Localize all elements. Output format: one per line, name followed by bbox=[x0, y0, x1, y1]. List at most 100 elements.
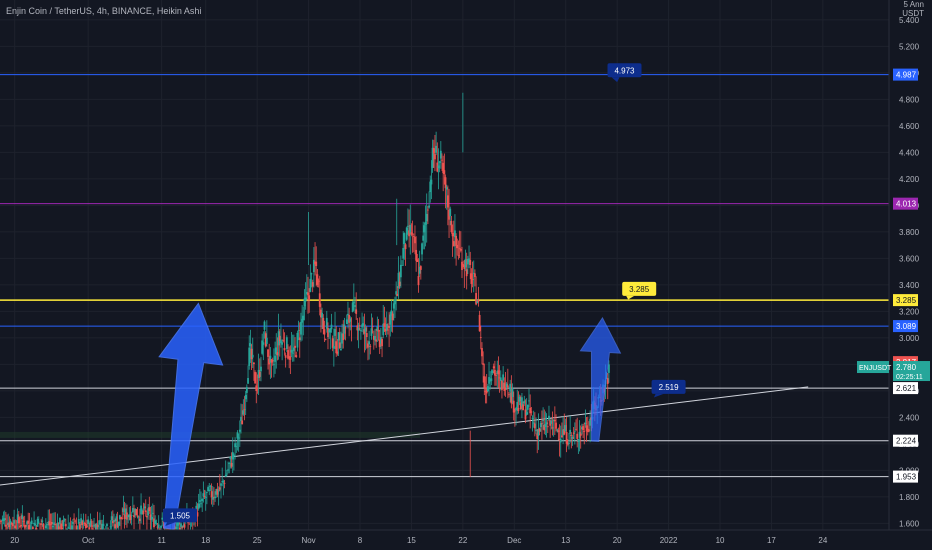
candle bbox=[399, 255, 402, 288]
candle bbox=[392, 299, 395, 321]
candle-body bbox=[364, 327, 367, 332]
axis-badge-bg bbox=[893, 382, 918, 395]
candle bbox=[606, 373, 609, 400]
candle bbox=[368, 330, 371, 360]
candle-body bbox=[138, 518, 141, 522]
candle bbox=[471, 261, 474, 288]
candle-body bbox=[548, 415, 550, 420]
candle-body bbox=[74, 520, 77, 522]
candle bbox=[545, 413, 548, 438]
candle-body bbox=[421, 243, 423, 255]
candle-body bbox=[481, 348, 483, 357]
candle-body bbox=[501, 380, 503, 390]
candle-body bbox=[334, 329, 336, 336]
candle-body bbox=[258, 371, 261, 377]
candle-body bbox=[34, 523, 37, 526]
candle bbox=[62, 515, 65, 532]
candle-body bbox=[310, 273, 313, 275]
candle-body bbox=[102, 524, 105, 526]
candle-body bbox=[409, 224, 412, 234]
candle-body bbox=[462, 264, 465, 266]
candle-body bbox=[243, 409, 246, 411]
candle-body bbox=[464, 259, 467, 268]
candle-body bbox=[220, 483, 222, 486]
unit-line-1: 5 Ann bbox=[903, 0, 924, 9]
candle-body bbox=[399, 264, 402, 278]
candle-body bbox=[71, 522, 74, 524]
candle bbox=[551, 411, 554, 436]
candle bbox=[297, 320, 300, 341]
candle bbox=[86, 519, 88, 529]
candle-body bbox=[245, 387, 248, 393]
candle bbox=[87, 516, 90, 528]
candle-body bbox=[83, 522, 86, 525]
candle-body bbox=[396, 293, 399, 296]
candle-body bbox=[240, 416, 242, 421]
candle-body bbox=[502, 374, 505, 381]
candle-body bbox=[236, 432, 239, 439]
candle-body bbox=[579, 433, 582, 436]
candle-body bbox=[512, 400, 515, 413]
candle-body bbox=[253, 362, 255, 365]
candle bbox=[59, 517, 61, 530]
candle bbox=[546, 419, 549, 434]
candle-body bbox=[263, 321, 266, 330]
candle bbox=[114, 518, 117, 532]
candle-body bbox=[249, 343, 252, 347]
candle-body bbox=[557, 430, 560, 432]
callout-box bbox=[607, 63, 642, 78]
candle bbox=[235, 442, 238, 453]
candle-body bbox=[160, 525, 162, 528]
candle bbox=[245, 384, 248, 402]
candle bbox=[147, 503, 150, 520]
candle bbox=[283, 332, 286, 356]
candle bbox=[90, 518, 93, 531]
candle bbox=[456, 238, 459, 256]
candle-body bbox=[291, 352, 294, 354]
x-tick-label: Nov bbox=[301, 536, 315, 545]
candle-body bbox=[457, 255, 460, 257]
candle-body bbox=[296, 332, 299, 348]
candle-body bbox=[23, 525, 26, 528]
candle-body bbox=[13, 520, 16, 524]
candle bbox=[3, 510, 6, 527]
candle bbox=[436, 142, 439, 173]
candle bbox=[2, 511, 5, 525]
candle-body bbox=[321, 312, 323, 318]
ticker-price: 2.780 bbox=[896, 363, 917, 372]
time-axis-bg bbox=[0, 530, 932, 550]
candle bbox=[509, 379, 512, 403]
candle-body bbox=[608, 364, 610, 373]
candle bbox=[56, 513, 59, 532]
candle-body bbox=[136, 515, 139, 517]
candle bbox=[404, 243, 407, 266]
candle-body bbox=[0, 521, 3, 523]
candle bbox=[331, 335, 334, 352]
candle-body bbox=[17, 517, 20, 524]
candle bbox=[334, 311, 336, 349]
level-badge: 4.013 bbox=[893, 197, 918, 210]
candle-body bbox=[444, 177, 447, 189]
candle bbox=[234, 437, 237, 460]
candle bbox=[369, 344, 372, 355]
candle-body bbox=[454, 230, 456, 238]
candle-body bbox=[284, 355, 287, 358]
candle bbox=[494, 360, 496, 386]
candle bbox=[21, 505, 24, 528]
candle-body bbox=[495, 375, 497, 376]
y-tick-label: 3.200 bbox=[899, 307, 920, 316]
candle bbox=[379, 327, 382, 350]
candle bbox=[578, 420, 581, 452]
candle-body bbox=[282, 340, 285, 342]
candle bbox=[450, 216, 453, 234]
candle-body bbox=[33, 522, 35, 525]
candle-body bbox=[162, 521, 165, 523]
candle-body bbox=[183, 524, 186, 528]
candle-body bbox=[244, 395, 247, 400]
candle bbox=[202, 481, 205, 503]
candle-body bbox=[459, 248, 462, 251]
candle-body bbox=[277, 331, 280, 346]
candle bbox=[115, 513, 118, 532]
candle bbox=[364, 324, 367, 351]
